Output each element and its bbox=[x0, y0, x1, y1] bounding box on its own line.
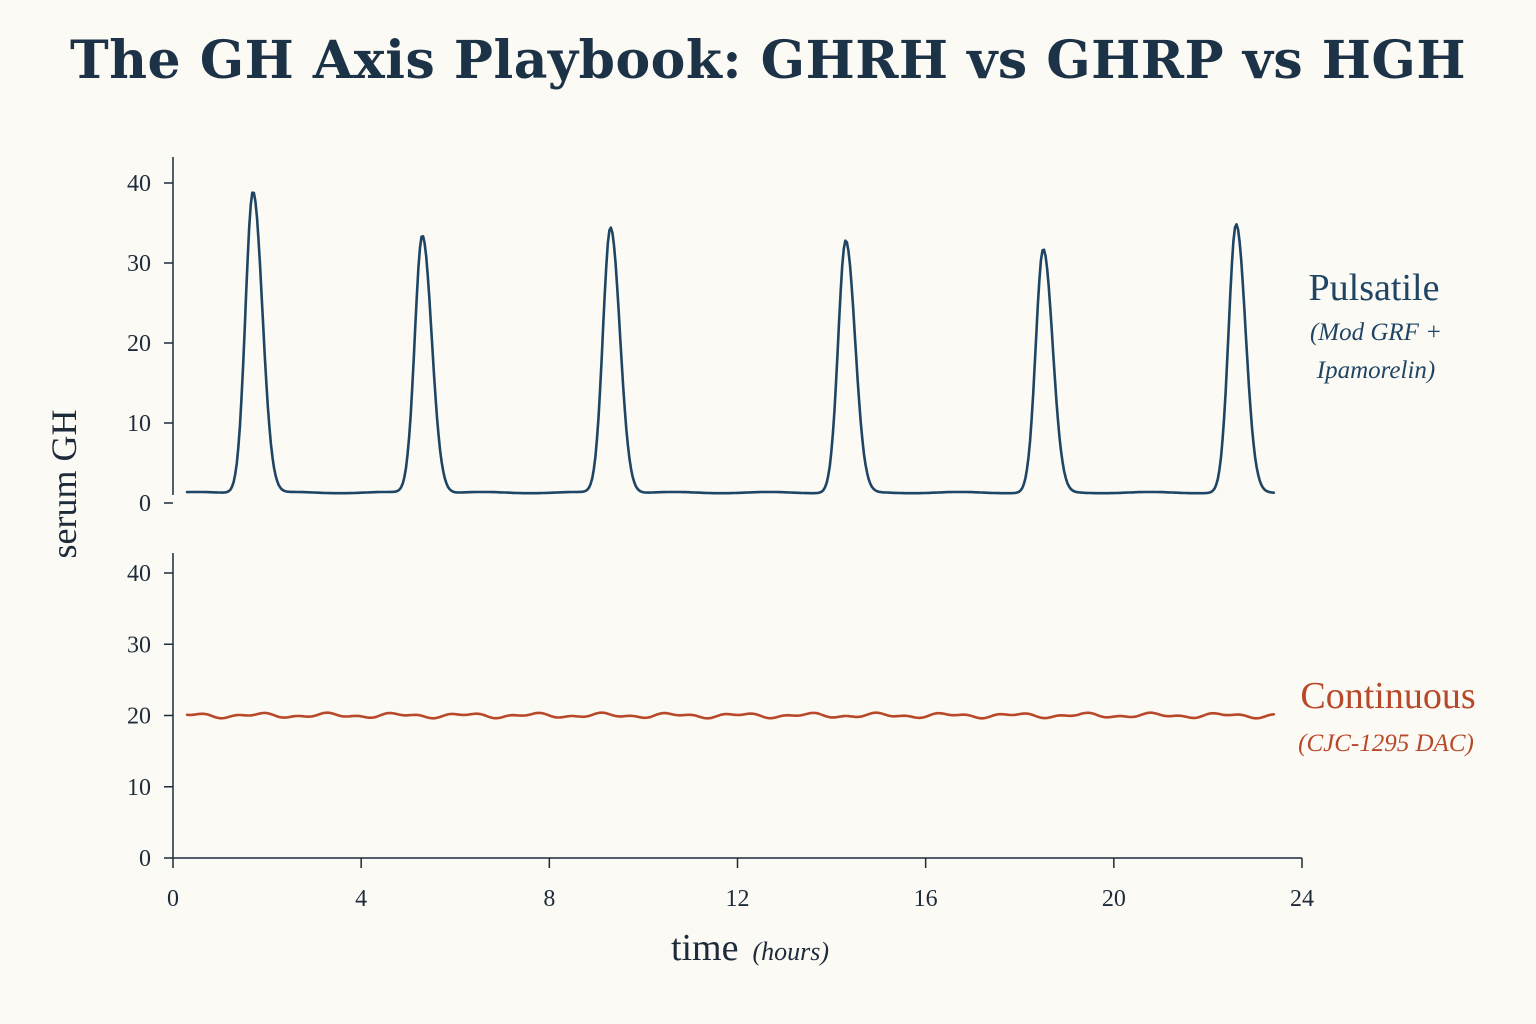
bottom-y-tick-label: 30 bbox=[127, 632, 151, 658]
pulsatile-series-note: Ipamorelin) bbox=[1316, 357, 1436, 384]
x-axis-label: time (hours) bbox=[0, 926, 1500, 970]
pulsatile-series-label: Pulsatile bbox=[1309, 267, 1440, 309]
x-tick-label: 4 bbox=[355, 886, 367, 912]
continuous-series-note: (CJC-1295 DAC) bbox=[1298, 730, 1474, 757]
pulsatile-series-note: (Mod GRF + bbox=[1310, 319, 1442, 346]
x-tick-label: 12 bbox=[726, 886, 750, 912]
x-tick-label: 0 bbox=[167, 886, 179, 912]
chart-title: The GH Axis Playbook: GHRH vs GHRP vs HG… bbox=[70, 30, 1466, 91]
x-tick-label: 24 bbox=[1290, 886, 1314, 912]
bottom-y-tick-label: 40 bbox=[127, 561, 151, 587]
x-tick-label: 16 bbox=[914, 886, 938, 912]
top-y-tick-label: 10 bbox=[127, 411, 151, 437]
top-y-tick-label: 40 bbox=[127, 171, 151, 197]
continuous-series-line bbox=[185, 711, 1276, 720]
x-tick-label: 8 bbox=[543, 886, 555, 912]
x-tick-label: 20 bbox=[1102, 886, 1126, 912]
bottom-y-tick-label: 20 bbox=[127, 704, 151, 730]
bottom-y-tick-label: 0 bbox=[139, 846, 151, 872]
top-y-tick-label: 20 bbox=[127, 331, 151, 357]
bottom-y-tick-label: 10 bbox=[127, 775, 151, 801]
continuous-series-label: Continuous bbox=[1300, 675, 1475, 717]
x-axis-label-text: time bbox=[670, 927, 739, 969]
pulsatile-series-line bbox=[185, 191, 1276, 495]
x-axis-unit: (hours) bbox=[752, 937, 830, 966]
top-y-tick-label: 0 bbox=[139, 491, 151, 517]
top-y-tick-label: 30 bbox=[127, 251, 151, 277]
